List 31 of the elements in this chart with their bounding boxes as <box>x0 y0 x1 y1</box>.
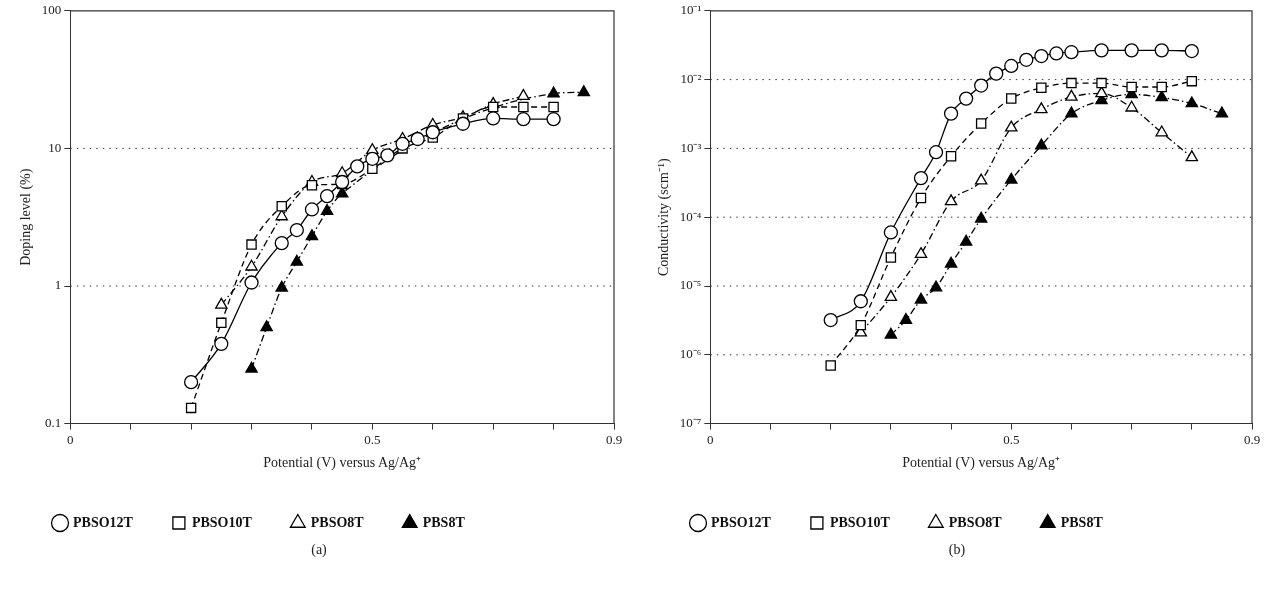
legend-label: PBSO10T <box>191 514 253 530</box>
x-tick-label: 0 <box>67 431 74 447</box>
legend-label: PBS8T <box>422 514 466 530</box>
legend-label: PBSO8T <box>310 514 365 530</box>
y-tick-label: 10⁻⁵ <box>679 277 702 293</box>
y-tick-label: 10⁻³ <box>680 139 702 155</box>
x-tick-label: 0.5 <box>364 431 381 447</box>
x-axis-title: Potential (V) versus Ag/Ag⁺ <box>263 455 422 472</box>
y-tick-label: 100 <box>41 2 62 18</box>
legend-label: PBSO8T <box>948 514 1003 530</box>
x-tick-label: 0.9 <box>1243 431 1261 447</box>
legend-label: PBSO12T <box>73 514 134 530</box>
y-tick-label: 1 <box>54 277 62 293</box>
x-tick-label: 0.5 <box>1003 431 1020 447</box>
y-tick-label: 10⁻⁶ <box>679 346 702 362</box>
legend-label: PBSO10T <box>829 514 891 530</box>
y-tick-label: 0.1 <box>45 415 62 431</box>
y-axis-title: Conductivity (scm⁻¹) <box>656 158 673 277</box>
x-tick-label: 0 <box>707 431 714 447</box>
y-tick-label: 10 <box>48 139 62 155</box>
y-tick-label: 10⁻¹ <box>680 2 702 18</box>
text: (a) <box>311 542 327 558</box>
y-tick-label: 10⁻⁷ <box>679 415 702 431</box>
x-axis-title: Potential (V) versus Ag/Ag⁺ <box>902 455 1061 472</box>
y-tick-label: 10⁻² <box>680 71 702 87</box>
text: (b) <box>948 542 966 558</box>
legend-label: PBS8T <box>1060 514 1104 530</box>
y-tick-label: 10⁻⁴ <box>679 208 702 224</box>
y-axis-title: Doping level (%) <box>18 168 35 266</box>
legend-label: PBSO12T <box>711 514 772 530</box>
x-tick-label: 0.9 <box>605 431 623 447</box>
